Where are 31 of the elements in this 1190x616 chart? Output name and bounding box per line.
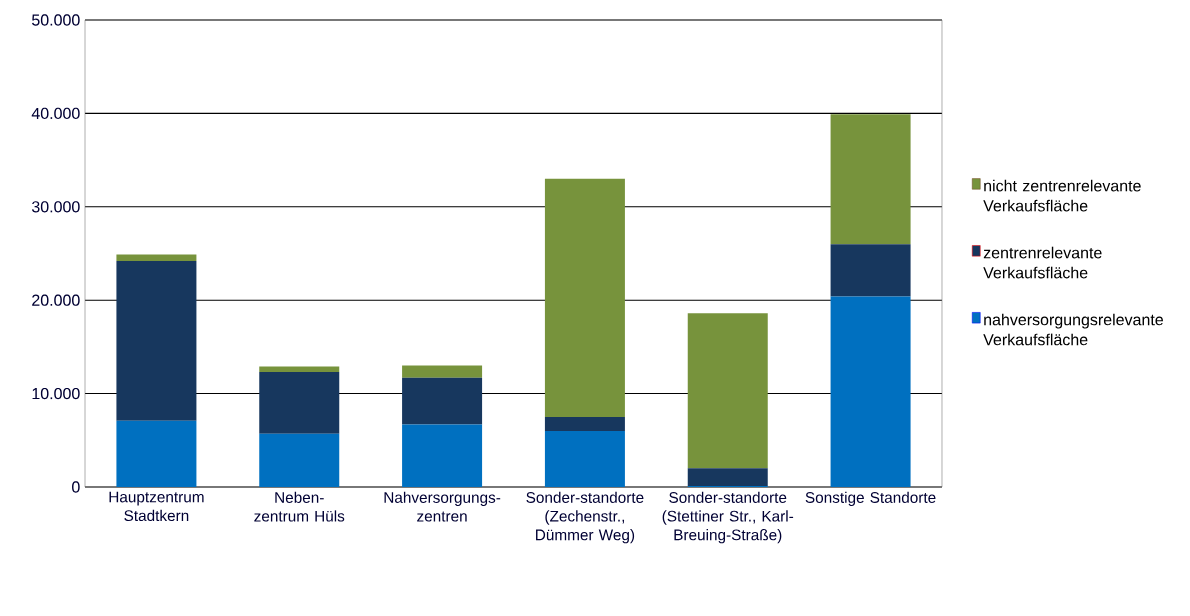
bar (259, 433, 340, 487)
bar (116, 254, 197, 261)
bar (259, 372, 340, 434)
bar (830, 296, 911, 487)
y-tick-label: 0 (72, 481, 80, 493)
bar (544, 416, 625, 431)
y-tick-label: 10.000 (32, 387, 80, 400)
legend-label: zentrenrelevante Verkaufsfläche (983, 246, 1102, 279)
x-tick-label: Sonder-standorte (Stettiner Str., Karl-Breuing-Straße) (662, 491, 794, 544)
x-tick-label: Neben-zentrum Hüls (254, 491, 345, 522)
y-tick-label: 50.000 (32, 14, 80, 26)
y-tick-label: 40.000 (31, 107, 80, 120)
bar (687, 313, 768, 469)
bar (402, 365, 483, 378)
y-tick-label: 20.000 (32, 294, 80, 306)
bar (830, 244, 911, 297)
bar (116, 420, 197, 487)
bar (402, 424, 483, 487)
bar (116, 260, 197, 421)
x-tick-label: Sonstige Standorte (805, 491, 936, 506)
legend-label: nahversorgungsrelevante Verkaufsfläche (983, 313, 1163, 346)
y-tick-label: 30.000 (31, 201, 80, 213)
bar (544, 178, 625, 417)
legend-label: nicht zentrenrelevante Verkaufsfläche (983, 179, 1141, 212)
x-tick-label: Nahversorgungs-zentren (384, 491, 501, 522)
x-tick-label: Hauptzentrum Stadtkern (109, 491, 204, 522)
bar (402, 377, 483, 425)
x-tick-label: Sonder-standorte (Zechenstr., Dümmer Weg) (526, 491, 644, 544)
bar (687, 468, 768, 487)
bar (830, 114, 911, 245)
bar (544, 430, 625, 487)
